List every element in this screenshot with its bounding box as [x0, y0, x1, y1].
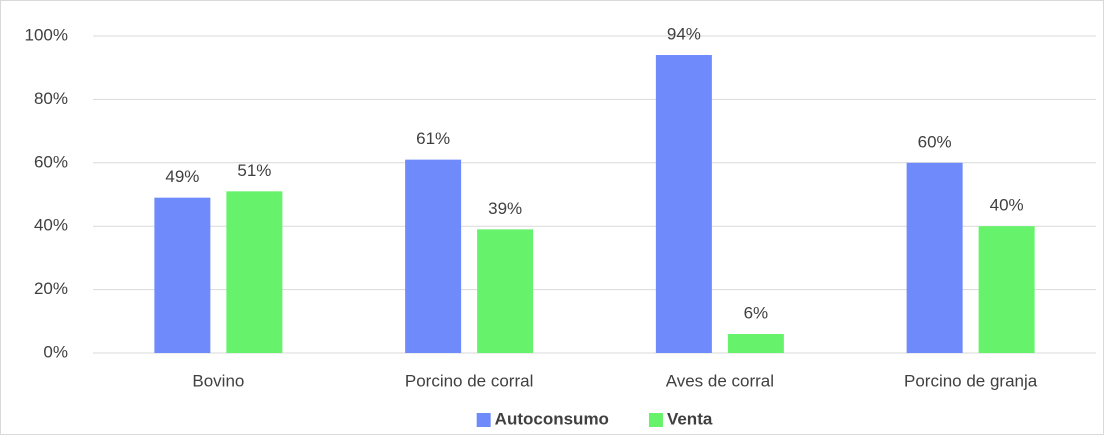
bar	[154, 197, 211, 353]
y-tick-label: 60%	[34, 152, 68, 171]
y-tick-label: 80%	[34, 89, 68, 108]
data-label: 49%	[165, 167, 199, 186]
y-tick-label: 20%	[34, 279, 68, 298]
legend-label: Autoconsumo	[495, 409, 609, 428]
data-label: 39%	[488, 199, 522, 218]
x-tick-label: Bovino	[192, 371, 244, 390]
y-tick-label: 100%	[25, 25, 68, 44]
bar	[655, 55, 712, 354]
bar	[978, 226, 1035, 353]
data-label: 60%	[918, 132, 952, 151]
bar	[906, 162, 963, 353]
data-label: 6%	[744, 303, 769, 322]
data-label: 94%	[667, 25, 701, 44]
data-label: 51%	[237, 161, 271, 180]
y-tick-label: 0%	[43, 342, 68, 361]
data-label: 40%	[990, 196, 1024, 215]
bar	[405, 159, 462, 353]
legend-label: Venta	[667, 409, 713, 428]
bar	[727, 333, 784, 353]
bar	[477, 229, 534, 353]
x-tick-label: Porcino de corral	[405, 371, 534, 390]
data-label: 61%	[416, 129, 450, 148]
x-tick-label: Porcino de granja	[904, 371, 1038, 390]
y-tick-label: 40%	[34, 216, 68, 235]
x-tick-label: Aves de corral	[666, 371, 774, 390]
bar	[226, 191, 283, 353]
legend-swatch	[648, 413, 663, 427]
legend-swatch	[476, 413, 491, 427]
